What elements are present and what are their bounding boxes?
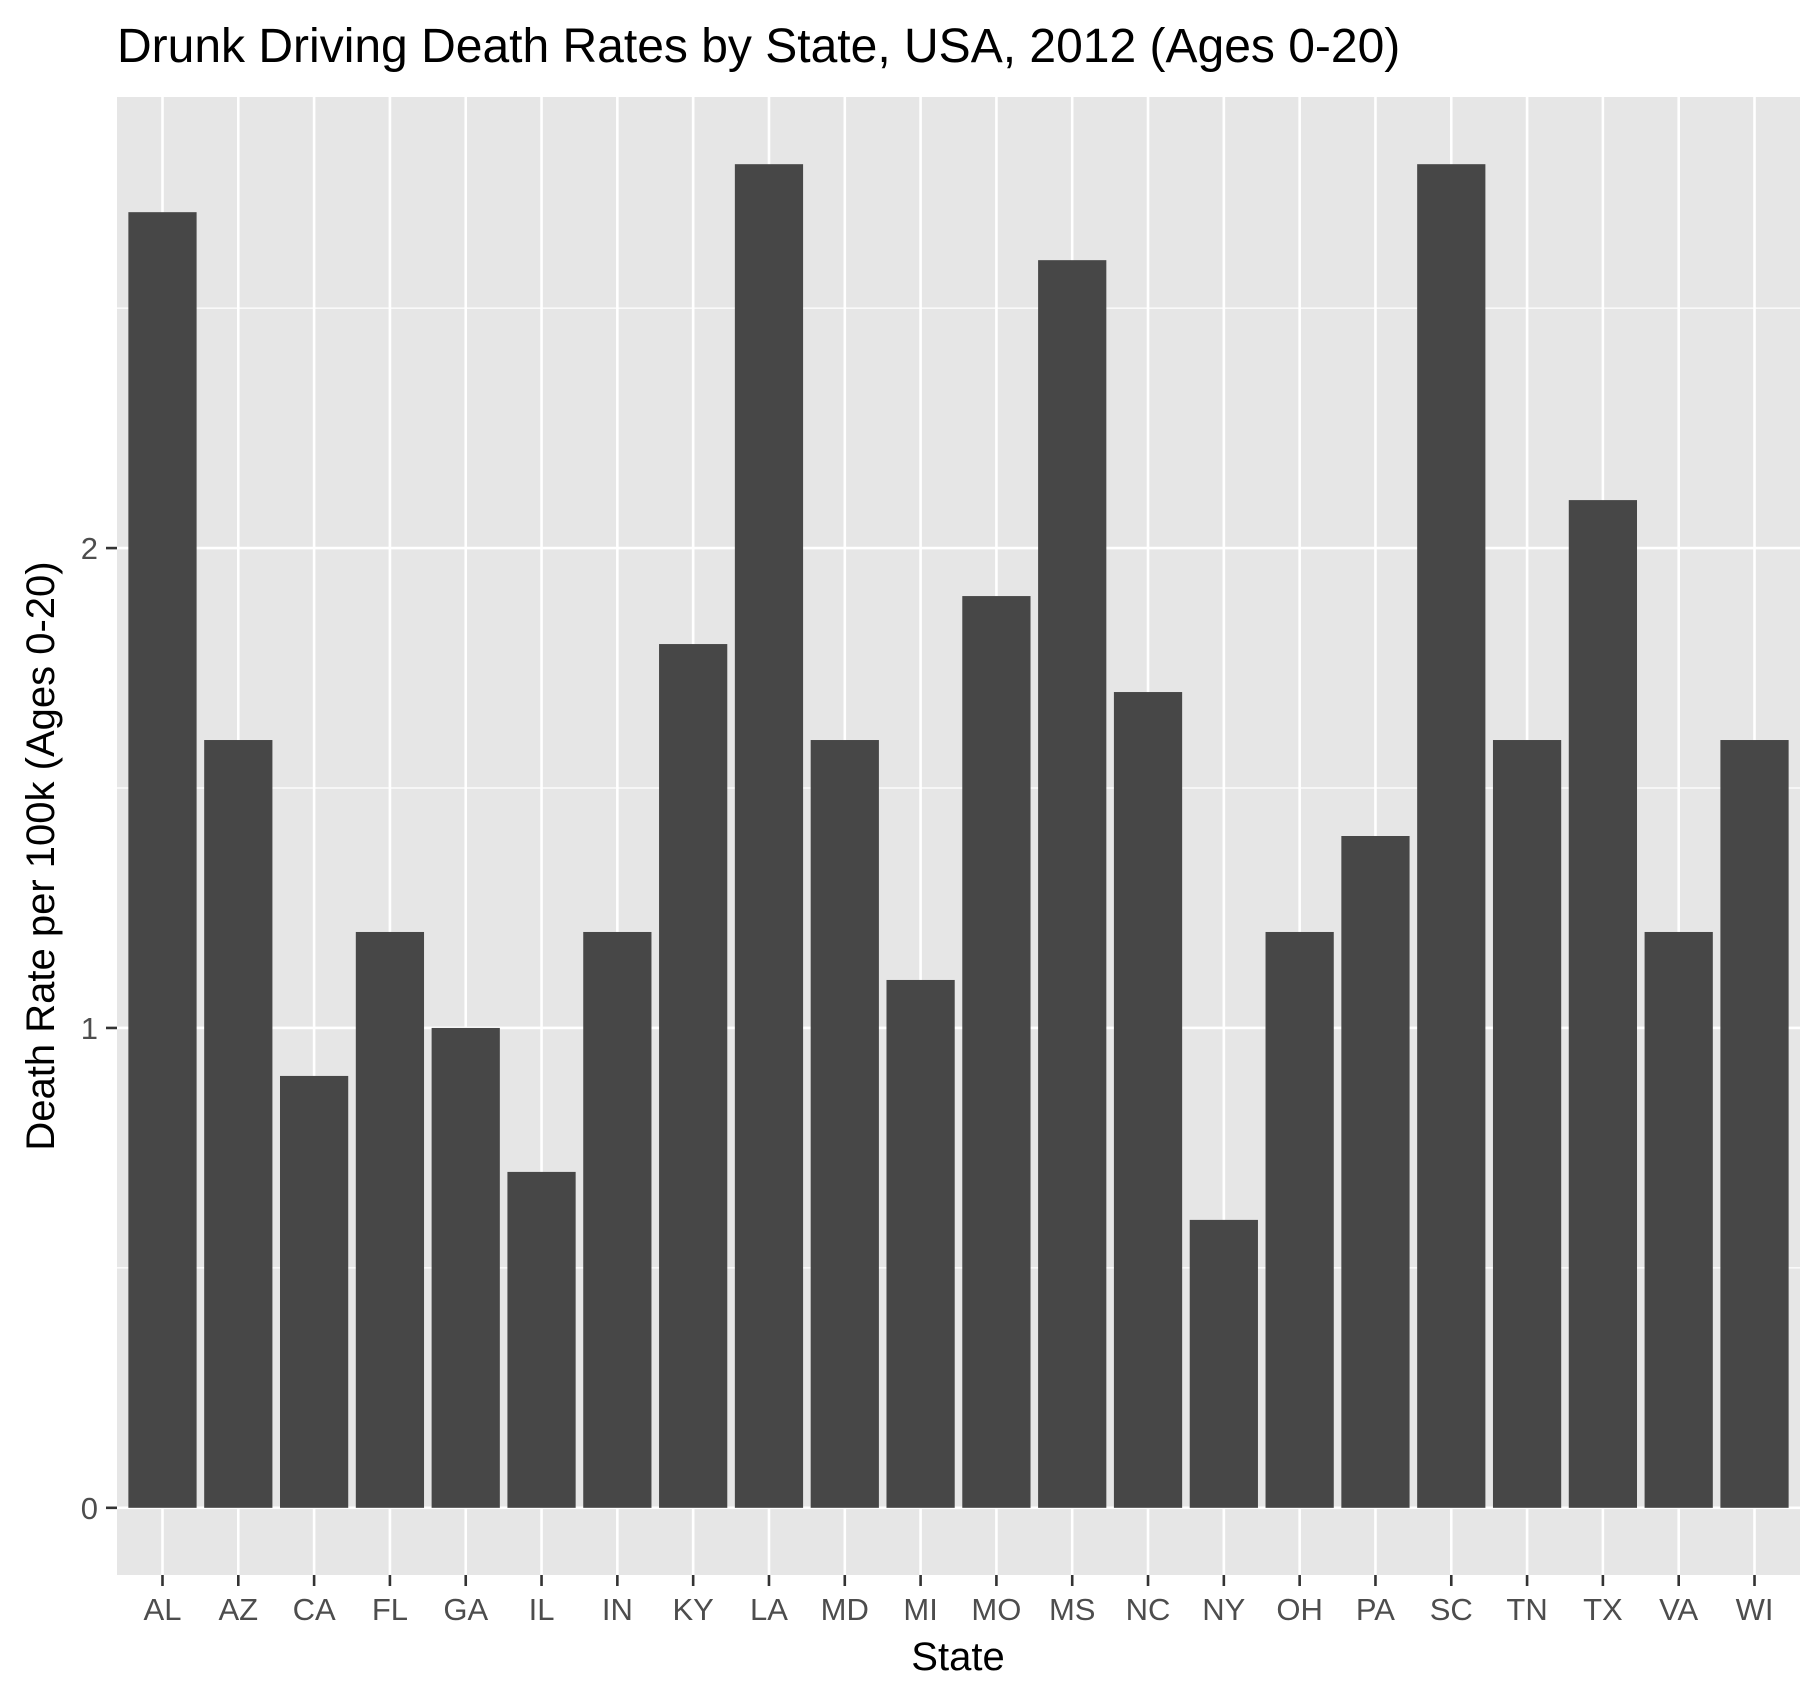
x-tick-label: TX <box>1583 1592 1623 1627</box>
bar-in <box>583 931 652 1508</box>
bar-nc <box>1113 692 1183 1508</box>
bar-sc <box>1417 164 1486 1508</box>
y-axis: 0 1 2 <box>81 531 117 1526</box>
x-tick-label: IL <box>529 1592 555 1627</box>
y-tick-label: 0 <box>81 1491 98 1526</box>
bars <box>128 164 1789 1508</box>
bar-tx <box>1568 500 1638 1508</box>
bar-va <box>1644 931 1713 1508</box>
x-tick-label: WI <box>1736 1592 1774 1627</box>
y-axis-title: Death Rate per 100k (Ages 0-20) <box>19 561 63 1150</box>
x-tick-label: NY <box>1202 1592 1245 1627</box>
x-tick-label: MD <box>821 1592 869 1627</box>
x-tick-label: PA <box>1356 1592 1395 1627</box>
bar-ky <box>659 644 728 1508</box>
bar-md <box>810 740 879 1508</box>
x-tick-label: TN <box>1506 1592 1547 1627</box>
bar-pa <box>1341 836 1410 1508</box>
x-tick-label: MI <box>903 1592 937 1627</box>
x-axis-title: State <box>911 1635 1004 1679</box>
bar-tn <box>1492 740 1562 1508</box>
bar-la <box>734 164 804 1508</box>
y-tick-label: 1 <box>81 1011 98 1046</box>
bar-mo <box>962 596 1031 1508</box>
chart-title: Drunk Driving Death Rates by State, USA,… <box>117 20 1400 73</box>
x-tick-label: SC <box>1430 1592 1473 1627</box>
x-tick-label: OH <box>1276 1592 1323 1627</box>
bar-ca <box>279 1075 349 1508</box>
bar-ms <box>1038 260 1107 1508</box>
bar-mi <box>886 979 955 1508</box>
x-tick-label: AZ <box>218 1592 258 1627</box>
bar-ga <box>431 1027 500 1508</box>
x-tick-label: CA <box>293 1592 336 1627</box>
bar-fl <box>355 931 425 1508</box>
bar-al <box>128 212 197 1508</box>
x-axis: AL AZ CA FL GA IL IN KY LA MD MI MO MS NC NY OH PA SC TN TX… <box>144 1575 1774 1627</box>
x-tick-label: GA <box>443 1592 488 1627</box>
x-tick-label: VA <box>1659 1592 1698 1627</box>
y-tick-label: 2 <box>81 531 98 566</box>
x-tick-label: FL <box>372 1592 408 1627</box>
bar-ny <box>1189 1219 1258 1508</box>
x-tick-label: LA <box>750 1592 788 1627</box>
bar-az <box>204 740 273 1508</box>
x-tick-label: MO <box>971 1592 1021 1627</box>
x-tick-label: MS <box>1049 1592 1096 1627</box>
x-tick-label: AL <box>144 1592 182 1627</box>
x-tick-label: NC <box>1126 1592 1171 1627</box>
x-tick-label: IN <box>602 1592 633 1627</box>
x-tick-label: KY <box>672 1592 713 1627</box>
bar-il <box>507 1171 576 1508</box>
bar-wi <box>1720 740 1789 1508</box>
bar-oh <box>1265 931 1334 1508</box>
